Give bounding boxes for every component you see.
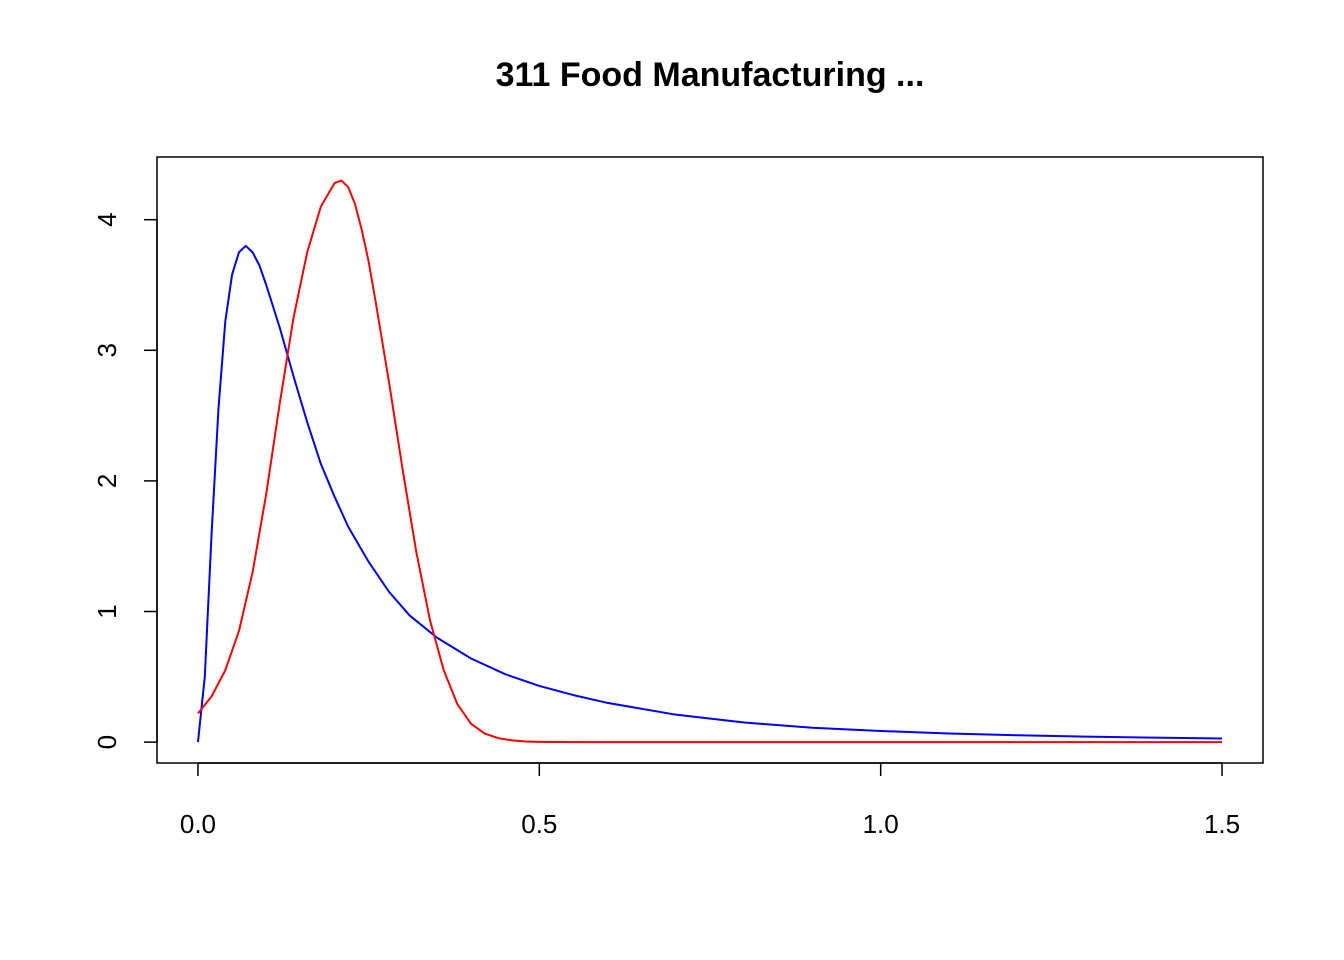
chart-title: 311 Food Manufacturing ... xyxy=(495,56,925,94)
y-tick-label: 1 xyxy=(92,604,122,618)
series-line-2 xyxy=(197,179,1223,744)
x-tick-label: 0.0 xyxy=(180,809,216,839)
y-tick-label: 0 xyxy=(92,735,122,749)
x-tick-label: 0.5 xyxy=(521,809,557,839)
x-tick-label: 1.5 xyxy=(1204,809,1240,839)
x-tick-label: 1.0 xyxy=(863,809,899,839)
plot-frame xyxy=(156,156,1264,764)
y-tick-label: 4 xyxy=(92,212,122,226)
x-axis: 0.0 0.5 1.0 1.5 xyxy=(180,762,1240,839)
series-line-1 xyxy=(196,244,1223,743)
y-tick-label: 3 xyxy=(92,343,122,357)
y-tick-label: 2 xyxy=(92,474,122,488)
series-layer xyxy=(196,179,1223,744)
y-axis: 0 1 2 3 4 xyxy=(92,212,158,749)
